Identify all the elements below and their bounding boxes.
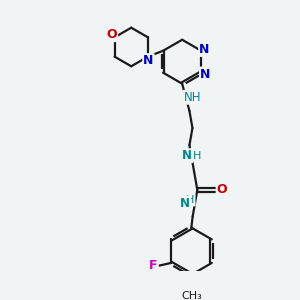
Text: H: H bbox=[186, 196, 195, 206]
Text: O: O bbox=[217, 184, 227, 196]
Text: NH: NH bbox=[184, 91, 201, 104]
Text: H: H bbox=[192, 151, 201, 161]
Text: N: N bbox=[143, 54, 154, 67]
Text: N: N bbox=[199, 43, 210, 56]
Text: O: O bbox=[106, 28, 117, 41]
Text: N: N bbox=[180, 197, 190, 210]
Text: CH₃: CH₃ bbox=[181, 291, 202, 300]
Text: N: N bbox=[200, 68, 210, 80]
Text: F: F bbox=[149, 259, 158, 272]
Text: N: N bbox=[182, 149, 192, 162]
